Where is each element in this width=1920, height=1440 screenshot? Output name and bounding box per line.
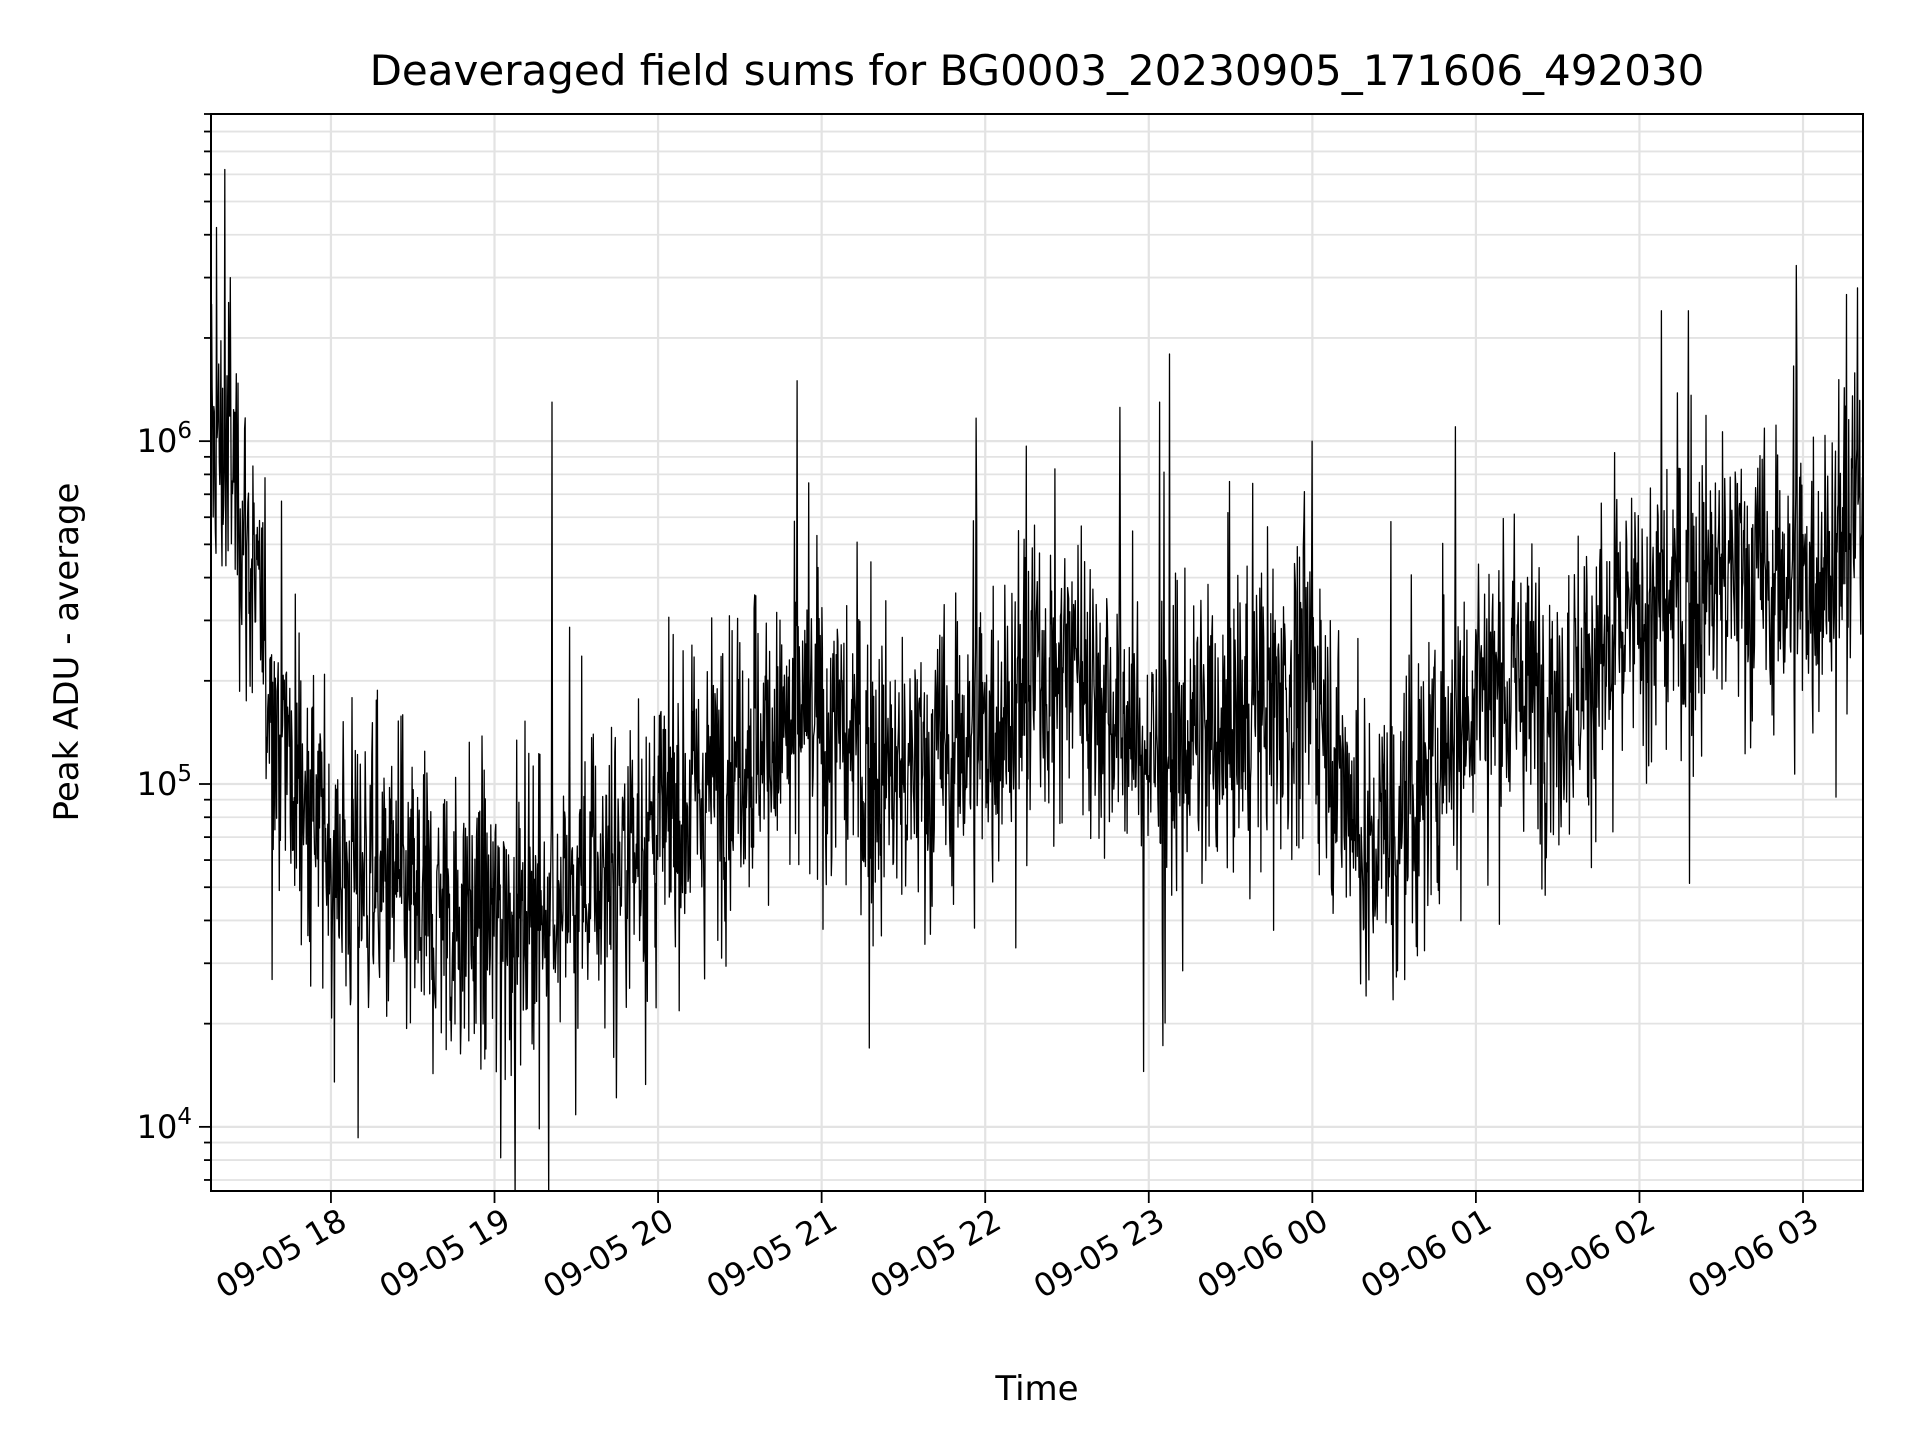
y-tick-label-exponent: 4 — [177, 1104, 192, 1130]
y-tick-label-exponent: 5 — [177, 761, 192, 787]
plot-frame — [210, 113, 1864, 1192]
y-tick-label: 104 — [137, 1104, 192, 1146]
series-line — [211, 168, 1863, 1191]
y-tick-label-base: 10 — [137, 422, 178, 460]
series-path — [211, 168, 1863, 1191]
y-tick-label: 106 — [137, 418, 192, 460]
y-axis-label: Peak ADU - average — [47, 483, 87, 822]
x-axis-label: Time — [994, 1369, 1078, 1409]
y-tick-label: 105 — [137, 761, 192, 803]
y-tick-label-exponent: 6 — [177, 418, 192, 444]
y-tick-label-base: 10 — [137, 1108, 178, 1146]
chart-title: Deaveraged field sums for BG0003_2023090… — [370, 46, 1705, 95]
y-tick-label-base: 10 — [137, 765, 178, 803]
